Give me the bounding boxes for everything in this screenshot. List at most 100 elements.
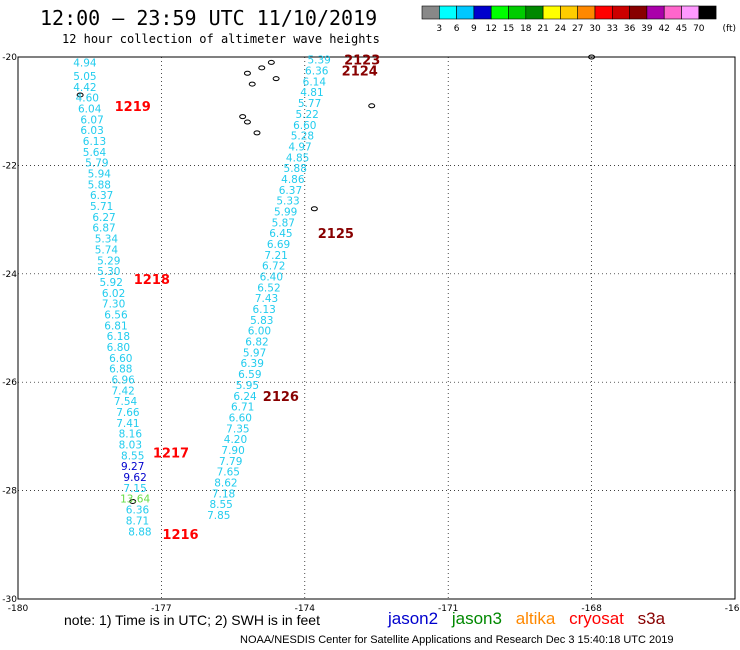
legend-tick: 15 — [503, 24, 514, 34]
island-outline — [248, 81, 256, 87]
sat-altika: altika — [515, 609, 556, 628]
swh-value: 4.81 — [300, 87, 323, 99]
swh-value: 8.03 — [119, 440, 142, 452]
legend-tick: 33 — [607, 24, 618, 34]
swh-value: 13.64 — [120, 494, 150, 506]
swh-value: 6.13 — [83, 136, 106, 148]
swh-value: 7.79 — [219, 456, 242, 468]
chart-subtitle: 12 hour collection of altimeter wave hei… — [62, 32, 380, 46]
swh-value: 4.42 — [73, 82, 96, 94]
y-tick-label: -30 — [2, 595, 17, 605]
swh-value: 5.83 — [250, 315, 273, 327]
satellite-legend: jason2 jason3 altika cryosat s3a — [388, 609, 674, 629]
swh-value: 6.82 — [245, 337, 268, 349]
swh-value: 5.79 — [85, 158, 108, 170]
swh-value: 5.05 — [73, 71, 96, 83]
x-tick-label: -180 — [8, 604, 29, 614]
swh-value: 6.13 — [252, 304, 275, 316]
swh-value: 7.43 — [255, 293, 278, 305]
swh-value: 6.87 — [92, 223, 115, 235]
x-tick-label: -168 — [581, 604, 602, 614]
pass-time-label: 2125 — [318, 227, 354, 242]
swh-value: 8.88 — [128, 526, 151, 538]
legend-tick: 9 — [471, 24, 477, 34]
swh-value: 6.56 — [104, 309, 128, 321]
wave-height-map: -180 -177 -174 -171 -168 -165 -20 -22 -24 -26 -28 -… — [2, 53, 740, 614]
swh-value: 7.18 — [212, 488, 235, 500]
sat-s3a: s3a — [637, 609, 666, 628]
island-outline — [129, 498, 137, 504]
swh-value: 4.60 — [76, 93, 99, 105]
island-outline — [272, 76, 280, 82]
swh-value: 8.55 — [209, 499, 232, 511]
swh-value: 8.16 — [119, 429, 143, 441]
swh-value: 6.37 — [279, 185, 302, 197]
swh-value: 7.85 — [207, 510, 230, 522]
swh-value: 7.65 — [217, 467, 240, 479]
legend-tick: 70 — [693, 24, 705, 34]
swh-value: 4.97 — [288, 141, 311, 153]
swh-value: 6.04 — [78, 103, 102, 115]
legend-unit: (ft) — [722, 24, 736, 34]
swh-value: 4.20 — [224, 434, 247, 446]
swh-value: 6.59 — [238, 369, 261, 381]
swh-value: 6.40 — [260, 272, 283, 284]
legend-tick: 12 — [485, 24, 496, 34]
credit-text: NOAA/NESDIS Center for Satellite Applica… — [240, 634, 674, 646]
x-tick-label: -177 — [151, 604, 171, 614]
island-outline — [243, 119, 251, 125]
swh-value: 7.30 — [102, 299, 125, 311]
island-outline — [310, 206, 318, 212]
swh-value: 6.36 — [305, 66, 329, 78]
y-tick-label: -22 — [2, 161, 17, 171]
swh-value: 6.96 — [111, 374, 135, 386]
island-outline — [243, 70, 251, 76]
island-outline — [239, 114, 247, 120]
legend-tick: 3 — [436, 24, 442, 34]
swh-value: 6.00 — [248, 326, 271, 338]
swh-value: 5.34 — [95, 234, 119, 246]
chart-title: 12:00 — 23:59 UTC 11/10/2019 — [40, 6, 378, 30]
y-tick-label: -24 — [2, 270, 17, 280]
legend-tick: 18 — [520, 24, 532, 34]
swh-value: 6.02 — [102, 288, 125, 300]
swh-value: 6.52 — [257, 282, 280, 294]
swh-value: 5.22 — [295, 109, 318, 121]
swh-value: 7.15 — [123, 483, 146, 495]
swh-value: 6.39 — [241, 358, 264, 370]
island-outline — [267, 59, 275, 65]
swh-value: 6.07 — [80, 114, 103, 126]
swh-value: 7.66 — [116, 407, 140, 419]
sat-jason2: jason2 — [388, 609, 439, 628]
swh-value: 7.35 — [226, 423, 249, 435]
swh-value: 6.69 — [267, 239, 290, 251]
island-outline — [588, 54, 596, 60]
pass-time-label: 2123 — [344, 54, 380, 69]
swh-value: 9.62 — [123, 472, 146, 484]
swh-value: 5.64 — [83, 147, 107, 159]
x-tick-label: -174 — [295, 604, 316, 614]
legend-tick: 36 — [624, 24, 636, 34]
legend-swatch — [698, 5, 717, 20]
swh-value: 5.95 — [236, 380, 259, 392]
swh-value: 4.85 — [286, 152, 309, 164]
swh-value: 6.71 — [231, 402, 254, 414]
y-tick-label: -26 — [2, 378, 17, 388]
swh-value: 5.77 — [298, 98, 321, 110]
swh-value: 6.03 — [80, 125, 103, 137]
swh-value: 5.88 — [88, 179, 111, 191]
swh-value: 6.72 — [262, 261, 285, 273]
swh-value: 6.24 — [233, 391, 257, 403]
swh-value: 6.27 — [92, 212, 115, 224]
x-tick-label: -165 — [725, 604, 740, 614]
swh-value: 6.14 — [303, 76, 327, 88]
legend-tick: 6 — [454, 24, 460, 34]
swh-value: 4.94 — [73, 57, 97, 69]
swh-value: 6.88 — [109, 364, 132, 376]
swh-value: 5.97 — [243, 347, 266, 359]
swh-value: 6.45 — [269, 228, 292, 240]
swh-value: 6.37 — [90, 190, 113, 202]
swh-value: 7.41 — [116, 418, 139, 430]
swh-value: 5.94 — [88, 169, 112, 181]
legend-tick: 30 — [589, 24, 601, 34]
